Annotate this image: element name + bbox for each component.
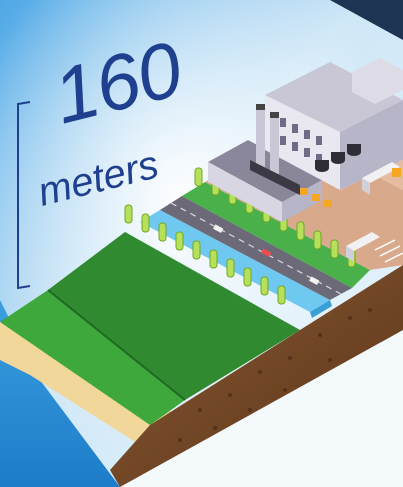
sea <box>0 300 120 487</box>
tree-row-front <box>124 204 286 305</box>
soil-texture <box>178 308 372 442</box>
factory <box>265 58 403 190</box>
road-cars <box>213 224 320 285</box>
grass-slope <box>0 290 185 425</box>
measurement-bracket <box>17 101 31 290</box>
frame-corner <box>330 0 403 40</box>
crates <box>300 188 332 207</box>
verge <box>182 182 370 288</box>
canal-edge <box>310 300 332 318</box>
storage-tanks <box>315 144 361 172</box>
trucks <box>346 162 401 262</box>
grass-field <box>48 232 300 400</box>
parking-lines <box>374 239 403 263</box>
soil-section <box>110 265 403 487</box>
road <box>160 196 352 300</box>
grass-edge <box>47 289 186 401</box>
chimneys <box>250 104 300 195</box>
